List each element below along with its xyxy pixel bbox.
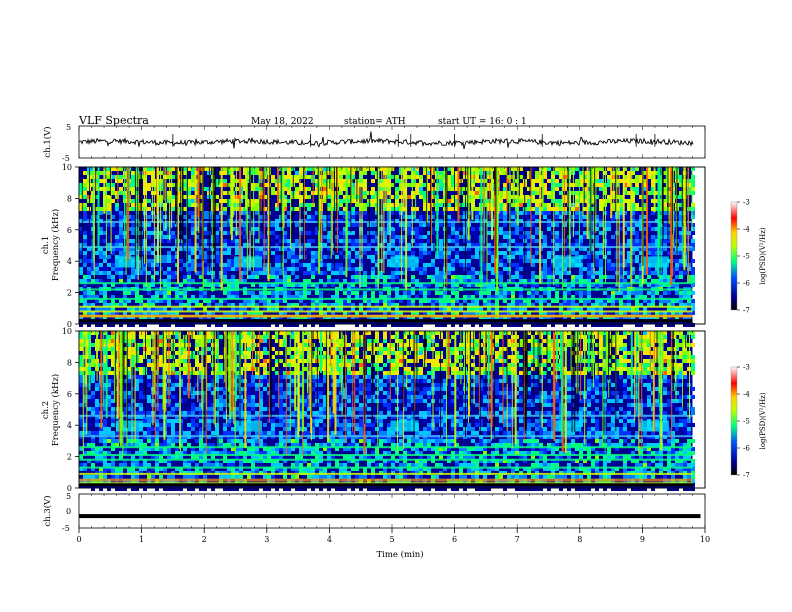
- time-tick-10: 10: [700, 535, 710, 544]
- ch1-ytick-bottom: -5: [62, 154, 70, 163]
- ch1-ytick-10: 10: [62, 163, 72, 172]
- ch1-burst-0: [115, 256, 144, 268]
- ch3-ytick-top: 5: [66, 492, 71, 501]
- ch2-ytick-0: 0: [67, 484, 72, 493]
- ch2-colorbar-ticks: -3 -4 -5 -6 -7: [737, 364, 750, 480]
- ch2-colorbar: [730, 366, 738, 476]
- ch2-burst-2: [390, 420, 419, 432]
- ch1-colorbar-ticks: -3 -4 -5 -6 -7: [737, 199, 750, 315]
- ch2-colorbar-tick--5: -5: [743, 418, 750, 426]
- ch1-waveform-line: [78, 131, 694, 150]
- ch1-ytick-0: 0: [67, 320, 72, 329]
- ch2-burst-0: [115, 420, 144, 432]
- ch2-ytick-6: 6: [67, 390, 72, 399]
- ch1-freq-axis-label: Frequency (kHz): [50, 209, 61, 281]
- time-tick-8: 8: [577, 535, 582, 544]
- ch2-burst-4: [640, 420, 669, 432]
- ch1-burst-4: [640, 256, 669, 268]
- ch1-colorbar-tick--5: -5: [743, 253, 750, 261]
- ch1-waveform-trace: [78, 131, 694, 150]
- ch1-freq-ticks: 0 2 4 6 8 10: [62, 163, 79, 329]
- ch3-waveform-panel: 5 0 -5 ch.3(V) 0 1 2 3 4 5 6 7 8 9 10 Time (min): [42, 126, 710, 560]
- ch1-band-1: [79, 310, 693, 313]
- ch1-burst-1: [234, 256, 263, 268]
- ch1-ytick-top: 5: [66, 123, 71, 132]
- time-axis-ticks: 0 1 2 3 4 5 6 7 8 9 10: [76, 126, 710, 544]
- ch2-burst-1: [234, 420, 263, 432]
- ch2-freq-ticks: 0 2 4 6 8 10: [62, 327, 79, 493]
- date-label: May 18, 2022: [251, 117, 314, 127]
- ch1-colorbar-tick--4: -4: [743, 226, 750, 234]
- time-axis-label: Time (min): [376, 549, 423, 560]
- ch1-colorbar-label: log(PSD)(V²/Hz): [759, 227, 767, 284]
- ch2-colorbar-tick--3: -3: [743, 364, 750, 372]
- ch1-band-6: [79, 246, 693, 249]
- ch1-colorbar: [730, 201, 738, 311]
- ch2-band-2: [79, 466, 693, 469]
- time-tick-5: 5: [389, 535, 394, 544]
- ch2-ytick-8: 8: [67, 358, 72, 367]
- start-time-label: start UT = 16: 0 : 1: [438, 117, 527, 127]
- ch1-burst-3: [553, 256, 582, 268]
- ch1-ylabel: ch.1(V): [42, 126, 53, 157]
- station-label: station= ATH: [344, 117, 406, 127]
- time-tick-2: 2: [202, 535, 207, 544]
- time-tick-7: 7: [515, 535, 520, 544]
- ch1-ytick-6: 6: [67, 226, 72, 235]
- ch2-spectrogram-image: [78, 330, 706, 491]
- ch3-waveform-line: [79, 514, 701, 519]
- ch1-ytick-8: 8: [67, 194, 72, 203]
- ch2-colorbar-tick--4: -4: [743, 391, 750, 399]
- ch1-band-7: [79, 220, 693, 223]
- ch1-colorbar-tick--7: -7: [743, 307, 750, 315]
- ch2-band-5: [79, 446, 693, 449]
- ch2-freq-axis-label: Frequency (kHz): [50, 374, 61, 446]
- ch3-ylabel: ch.3(V): [42, 495, 53, 526]
- ch2-band-6: [79, 435, 693, 438]
- ch2-band-3: [79, 458, 693, 461]
- ch2-colorbar-tick--7: -7: [743, 472, 750, 480]
- ch3-waveform-trace: [79, 514, 701, 519]
- ch3-ytick-bottom: -5: [62, 524, 70, 533]
- ch1-band-5: [79, 282, 693, 285]
- ch2-channel-label: ch.2: [41, 401, 51, 419]
- ch1-band-3: [79, 297, 693, 300]
- ch2-ytick-4: 4: [67, 421, 72, 430]
- ch2-burst-3: [553, 420, 582, 432]
- ch1-band-4: [79, 288, 693, 291]
- chart-title: VLF Spectra: [78, 114, 149, 127]
- ch1-ytick-2: 2: [67, 289, 72, 298]
- ch1-channel-label: ch.1: [41, 236, 51, 254]
- ch3-ytick-mid: 0: [66, 507, 71, 516]
- ch1-ytick-4: 4: [67, 257, 72, 266]
- time-tick-4: 4: [327, 535, 332, 544]
- ch1-band-2: [79, 305, 693, 308]
- ch1-spectrogram-image: [78, 166, 706, 327]
- ch1-burst-2: [390, 256, 419, 268]
- ch2-ytick-2: 2: [67, 453, 72, 462]
- ch2-band-4: [79, 454, 693, 457]
- time-tick-9: 9: [640, 535, 645, 544]
- ch2-band-1: [79, 472, 693, 475]
- time-tick-1: 1: [139, 535, 144, 544]
- ch2-colorbar-label: log(PSD)(V²/Hz): [759, 392, 767, 449]
- time-tick-3: 3: [264, 535, 269, 544]
- ch1-colorbar-tick--3: -3: [743, 199, 750, 207]
- ch2-band-7: [79, 414, 693, 417]
- ch1-colorbar-tick--6: -6: [743, 280, 750, 288]
- time-tick-0: 0: [76, 535, 81, 544]
- ch1-waveform-panel: 5 -5 ch.1(V): [42, 123, 706, 163]
- time-tick-6: 6: [452, 535, 457, 544]
- ch2-ytick-10: 10: [62, 327, 72, 336]
- ch2-colorbar-tick--6: -6: [743, 445, 750, 453]
